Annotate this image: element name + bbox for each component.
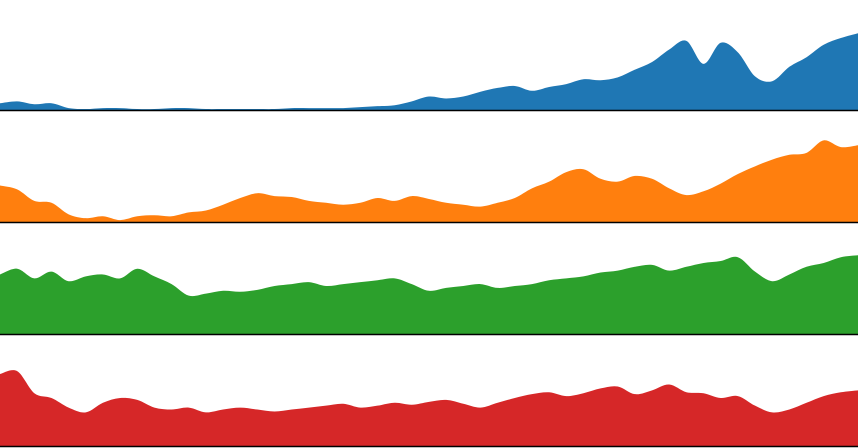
area-series-4	[0, 370, 858, 446]
area-series-2	[0, 140, 858, 222]
area-series-1	[0, 33, 858, 111]
area-series-3	[0, 255, 858, 334]
panels-group	[0, 33, 858, 448]
